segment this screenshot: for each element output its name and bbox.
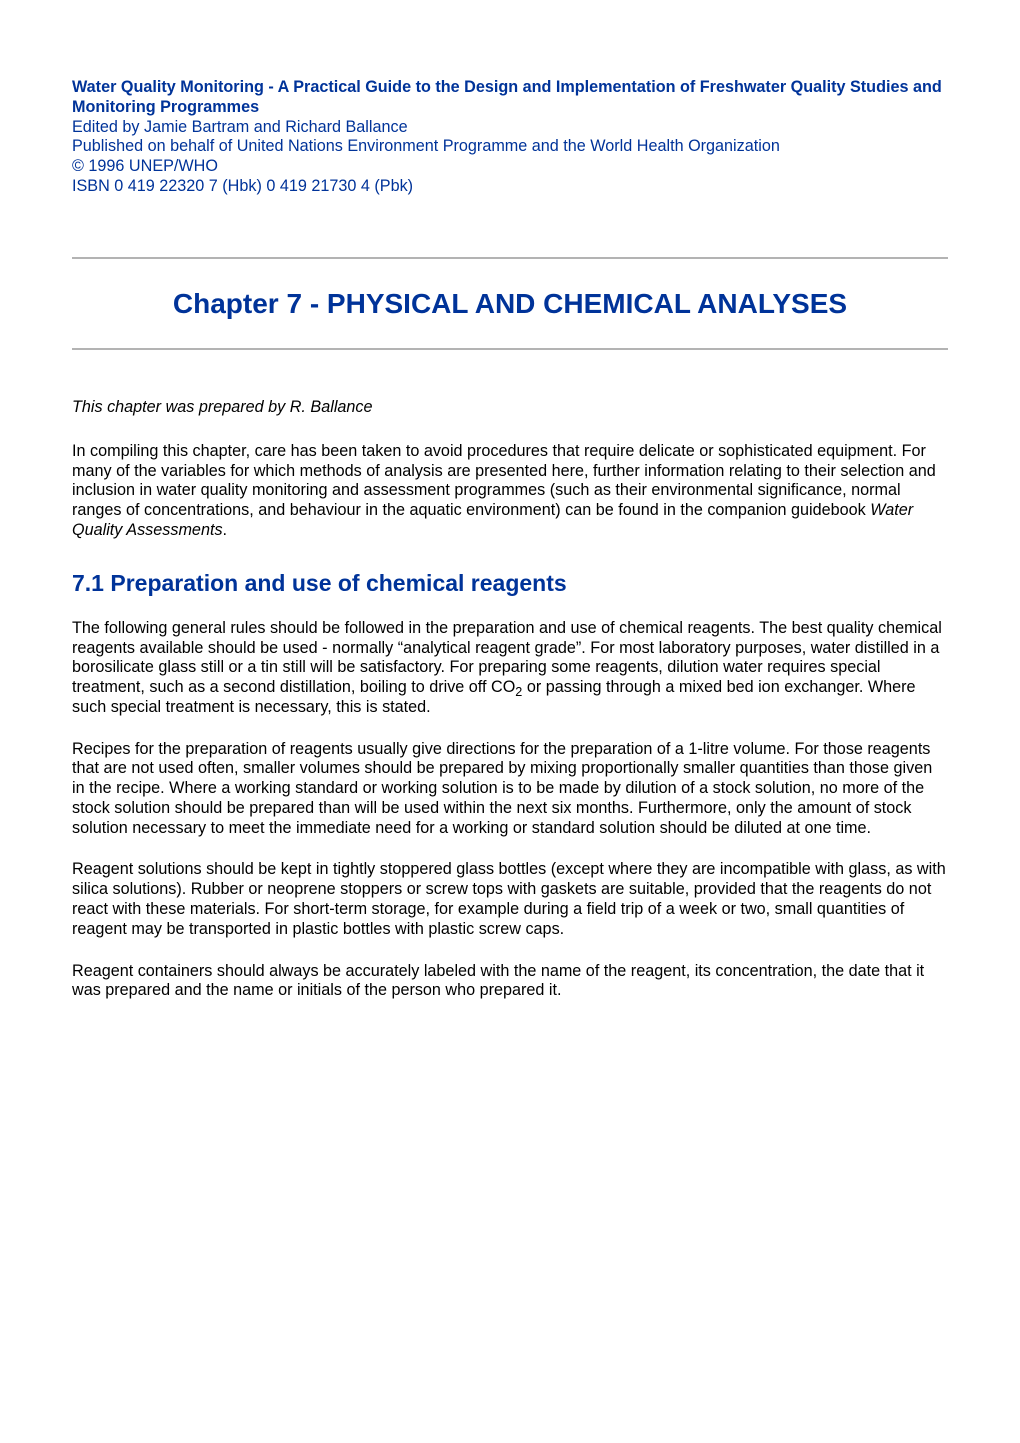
section-p4: Reagent containers should always be accu… [72, 962, 948, 1002]
publication-behalf: Published on behalf of United Nations En… [72, 137, 948, 157]
divider-top [72, 257, 948, 259]
section-p3: Reagent solutions should be kept in tigh… [72, 860, 948, 939]
chapter-block: Chapter 7 - PHYSICAL AND CHEMICAL ANALYS… [72, 257, 948, 351]
section-p1: The following general rules should be fo… [72, 619, 948, 718]
intro-text-post: . [223, 521, 228, 539]
intro-paragraph: In compiling this chapter, care has been… [72, 442, 948, 541]
intro-text-pre: In compiling this chapter, care has been… [72, 442, 936, 519]
section-p2: Recipes for the preparation of reagents … [72, 740, 948, 839]
divider-bottom [72, 348, 948, 350]
publication-isbn: ISBN 0 419 22320 7 (Hbk) 0 419 21730 4 (… [72, 177, 948, 197]
prepared-by: This chapter was prepared by R. Ballance [72, 398, 948, 418]
publication-title: Water Quality Monitoring - A Practical G… [72, 78, 948, 118]
publication-edited-by: Edited by Jamie Bartram and Richard Ball… [72, 118, 948, 138]
publication-copyright: © 1996 UNEP/WHO [72, 157, 948, 177]
publication-header: Water Quality Monitoring - A Practical G… [72, 78, 948, 197]
section-heading: 7.1 Preparation and use of chemical reag… [72, 569, 948, 597]
chapter-title: Chapter 7 - PHYSICAL AND CHEMICAL ANALYS… [72, 287, 948, 321]
